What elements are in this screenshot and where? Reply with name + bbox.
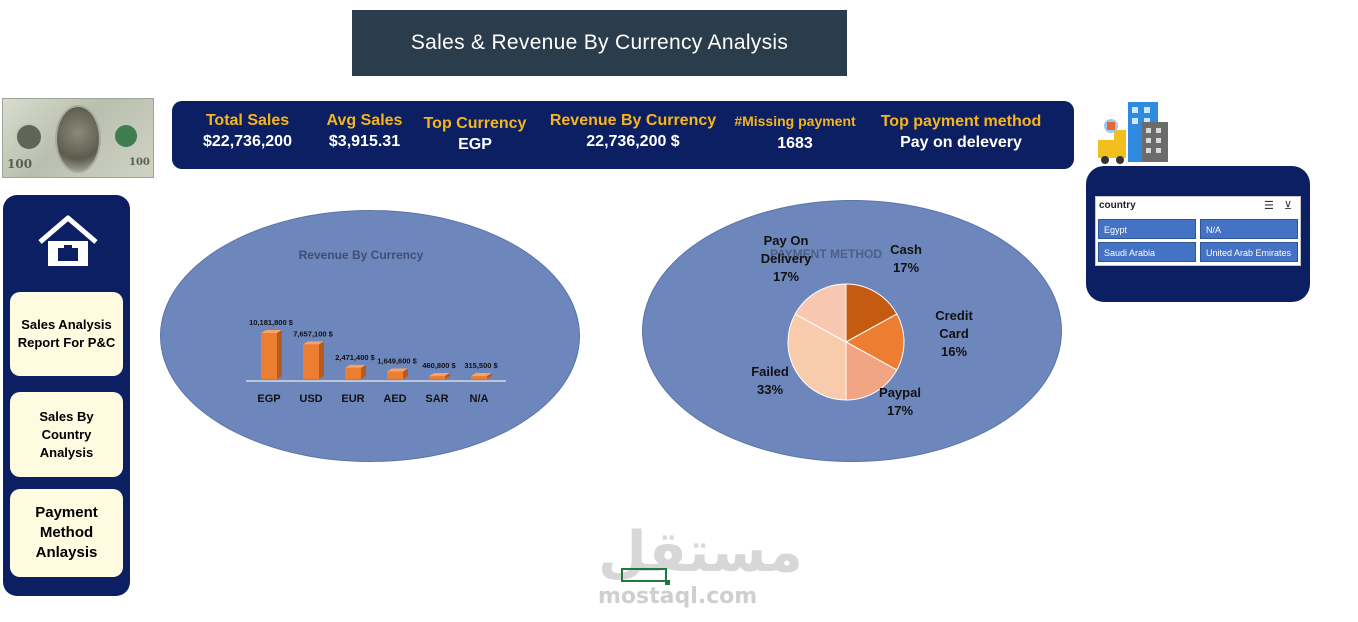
pie-data-label: Credit Card 16% bbox=[935, 308, 973, 359]
bar-egp bbox=[261, 333, 277, 379]
kpi-top-currency: Top Currency EGP bbox=[420, 115, 530, 154]
slicer-item-egypt[interactable]: Egypt bbox=[1098, 219, 1196, 239]
money-number-left: 100 bbox=[7, 157, 33, 171]
x-tick-label: USD bbox=[299, 393, 322, 405]
bar-aed bbox=[387, 371, 403, 379]
x-tick-label: AED bbox=[383, 393, 406, 405]
kpi-label: Avg Sales bbox=[326, 112, 403, 129]
bar-top bbox=[471, 373, 492, 376]
treasury-seal bbox=[115, 125, 137, 147]
bar-side bbox=[319, 341, 324, 379]
kpi-bar: Total Sales $22,736,200 Avg Sales $3,915… bbox=[172, 101, 1074, 169]
chart-title: Revenue By Currency bbox=[299, 248, 424, 262]
bar-top bbox=[261, 330, 282, 333]
kpi-value: $3,915.31 bbox=[328, 133, 401, 150]
watermark-arabic: مستقل bbox=[598, 520, 803, 585]
selected-cell[interactable] bbox=[621, 568, 667, 582]
fill-handle[interactable] bbox=[665, 580, 670, 585]
bar-data-label: 315,500 $ bbox=[464, 361, 498, 370]
nav-label: Sales By Country Analysis bbox=[39, 408, 94, 460]
pie-slice-credit-card bbox=[844, 313, 905, 371]
pie-slice-paypal bbox=[845, 341, 898, 401]
bar-data-label: 2,471,400 $ bbox=[335, 353, 375, 362]
federal-seal bbox=[15, 123, 43, 151]
kpi-total-sales: Total Sales $22,736,200 bbox=[190, 112, 305, 151]
kpi-value: $22,736,200 bbox=[203, 133, 292, 150]
bar-top bbox=[387, 368, 408, 372]
kpi-label: Top Currency bbox=[423, 115, 527, 132]
bar-chart-background bbox=[160, 210, 580, 462]
watermark-latin: mostaql.com bbox=[598, 584, 758, 609]
kpi-revenue-by-currency: Revenue By Currency 22,736,200 $ bbox=[547, 112, 719, 151]
slicer-item-na[interactable]: N/A bbox=[1200, 219, 1298, 239]
kpi-value: EGP bbox=[458, 136, 492, 153]
nav-label: Payment Method Anlaysis bbox=[35, 504, 98, 561]
country-slicer: country ☰ ⊻ Egypt N/A Saudi Arabia Unite… bbox=[1095, 196, 1301, 266]
revenue-by-currency-chart: Revenue By Currency 10,181,800 $ EGP 7,657… bbox=[246, 248, 506, 405]
bar-data-label: 1,649,600 $ bbox=[377, 357, 417, 366]
kpi-label: Total Sales bbox=[205, 112, 290, 129]
home-icon[interactable] bbox=[37, 215, 99, 267]
bar-top bbox=[429, 373, 450, 376]
bar-side bbox=[361, 364, 366, 379]
slicer-item-label: Saudi Arabia bbox=[1104, 248, 1156, 258]
pie-slice-pay-on-delivery bbox=[794, 283, 847, 343]
slicer-item-label: N/A bbox=[1206, 225, 1222, 235]
building-icon bbox=[1098, 102, 1168, 164]
money-number-right: 100 bbox=[129, 157, 150, 168]
slicer-item-label: United Arab Emirates bbox=[1206, 248, 1292, 258]
nav-payment-method[interactable]: Payment Method Anlaysis bbox=[10, 489, 123, 577]
bar-side bbox=[277, 330, 282, 379]
kpi-label: #Missing payment bbox=[734, 113, 856, 129]
bar-side bbox=[403, 368, 408, 379]
pie-data-label: Paypal 17% bbox=[879, 385, 921, 418]
kpi-value: 22,736,200 $ bbox=[586, 133, 680, 150]
slicer-item-label: Egypt bbox=[1104, 225, 1128, 235]
pie-data-label: Pay On Delivery 17% bbox=[761, 233, 812, 284]
kpi-value: Pay on delevery bbox=[900, 134, 1022, 151]
page-title: Sales & Revenue By Currency Analysis bbox=[352, 10, 847, 76]
x-tick-label: N/A bbox=[470, 393, 489, 405]
pie-data-label: Failed 33% bbox=[751, 364, 789, 397]
bar-eur bbox=[345, 367, 361, 379]
pie-data-label: Cash 17% bbox=[890, 242, 922, 275]
bar-data-label: 460,800 $ bbox=[422, 361, 456, 370]
kpi-avg-sales: Avg Sales $3,915.31 bbox=[317, 112, 412, 151]
pie-slice-failed bbox=[787, 313, 847, 401]
slicer-item-saudi-arabia[interactable]: Saudi Arabia bbox=[1098, 242, 1196, 262]
x-tick-label: EGP bbox=[257, 393, 280, 405]
money-image: 100 100 bbox=[2, 98, 154, 178]
multi-select-icon[interactable]: ☰ bbox=[1264, 200, 1274, 212]
kpi-top-payment-method: Top payment method Pay on delevery bbox=[872, 113, 1050, 152]
chart-title: PAYMENT METHOD bbox=[770, 247, 882, 261]
bar-side bbox=[445, 373, 450, 379]
slicer-header: country bbox=[1099, 200, 1136, 211]
kpi-missing-payment: #Missing payment 1683 bbox=[728, 113, 862, 153]
x-tick-label: EUR bbox=[341, 393, 364, 405]
bar-top bbox=[303, 341, 324, 345]
slicer-item-uae[interactable]: United Arab Emirates bbox=[1200, 242, 1298, 262]
kpi-label: Revenue By Currency bbox=[549, 112, 717, 129]
clear-filter-icon[interactable]: ⊻ bbox=[1284, 200, 1293, 212]
portrait bbox=[55, 105, 101, 173]
country-slicer-panel: country ☰ ⊻ Egypt N/A Saudi Arabia Unite… bbox=[1086, 166, 1310, 302]
nav-sales-by-country[interactable]: Sales By Country Analysis bbox=[10, 392, 123, 477]
pie-slice-cash bbox=[845, 283, 898, 343]
nav-sales-analysis-report[interactable]: Sales Analysis Report For P&C bbox=[10, 292, 123, 376]
nav-label: Sales Analysis Report For P&C bbox=[17, 317, 116, 350]
bar-top bbox=[345, 364, 366, 368]
kpi-value: 1683 bbox=[777, 135, 813, 152]
bar-usd bbox=[303, 344, 319, 379]
bar-na bbox=[471, 376, 487, 379]
payment-method-chart: PAYMENT METHOD Cash 17% Credit Card 16% Paypa… bbox=[751, 233, 973, 418]
sidebar: Sales Analysis Report For P&C Sales By C… bbox=[3, 195, 130, 596]
bar-data-label: 7,657,100 $ bbox=[293, 329, 333, 338]
kpi-label: Top payment method bbox=[880, 113, 1042, 130]
bar-data-label: 10,181,800 $ bbox=[249, 318, 294, 327]
x-tick-label: SAR bbox=[425, 393, 448, 405]
bar-side bbox=[487, 373, 492, 379]
bar-sar bbox=[429, 376, 445, 379]
page-title-text: Sales & Revenue By Currency Analysis bbox=[410, 31, 789, 54]
